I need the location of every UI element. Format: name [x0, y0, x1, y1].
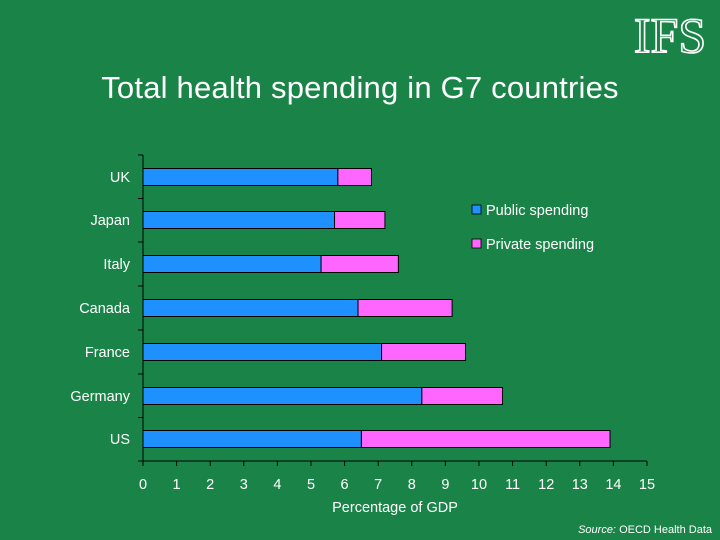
legend-label: Private spending	[486, 237, 594, 253]
bar-private	[337, 168, 372, 186]
bar-public	[142, 255, 322, 273]
ifs-logo-text: IFS	[634, 7, 706, 60]
bar-private	[421, 387, 504, 405]
source-value: OECD Health Data	[619, 524, 712, 536]
legend-swatch	[471, 238, 482, 249]
bar-private	[357, 299, 453, 317]
x-tick-label: 6	[341, 477, 349, 493]
category-label: France	[85, 345, 130, 361]
category-label: Italy	[103, 257, 130, 273]
x-tick-label: 9	[441, 477, 449, 493]
chart-legend: Public spending Private spending	[471, 203, 594, 253]
x-tick-label: 12	[538, 477, 554, 493]
x-tick-label: 1	[173, 477, 181, 493]
legend-swatch	[471, 204, 482, 215]
category-label: US	[110, 432, 130, 448]
bar-public	[142, 387, 423, 405]
chart-title: Total health spending in G7 countries	[101, 70, 619, 105]
x-tick-label: 2	[206, 477, 214, 493]
x-tick-label: 4	[273, 477, 281, 493]
bar-public	[142, 168, 339, 186]
x-tick-label: 10	[471, 477, 487, 493]
category-label: Germany	[70, 389, 130, 405]
legend-label: Public spending	[486, 203, 588, 219]
ifs-logo: IFS	[633, 6, 707, 60]
x-tick-label: 11	[505, 477, 520, 493]
chart-bars	[142, 168, 611, 448]
bar-private	[360, 430, 611, 448]
bar-public	[142, 211, 336, 229]
bar-public	[142, 343, 383, 361]
x-tick-label: 8	[408, 477, 416, 493]
x-tick-label: 13	[572, 477, 588, 493]
source-note: Source: OECD Health Data	[578, 524, 712, 536]
x-tick-label: 7	[374, 477, 382, 493]
x-axis-label: Percentage of GDP	[332, 500, 458, 516]
category-label: UK	[110, 170, 130, 186]
x-tick-label: 14	[605, 477, 621, 493]
source-label: Source:	[578, 524, 616, 536]
x-tick-label: 0	[139, 477, 147, 493]
bar-public	[142, 299, 359, 317]
bar-private	[381, 343, 467, 361]
category-label: Japan	[90, 213, 130, 229]
x-tick-label: 5	[307, 477, 315, 493]
bar-private	[334, 211, 386, 229]
category-label: Canada	[79, 301, 131, 317]
x-tick-label: 3	[240, 477, 248, 493]
bar-public	[142, 430, 362, 448]
x-tick-label: 15	[639, 477, 655, 493]
bar-private	[320, 255, 399, 273]
